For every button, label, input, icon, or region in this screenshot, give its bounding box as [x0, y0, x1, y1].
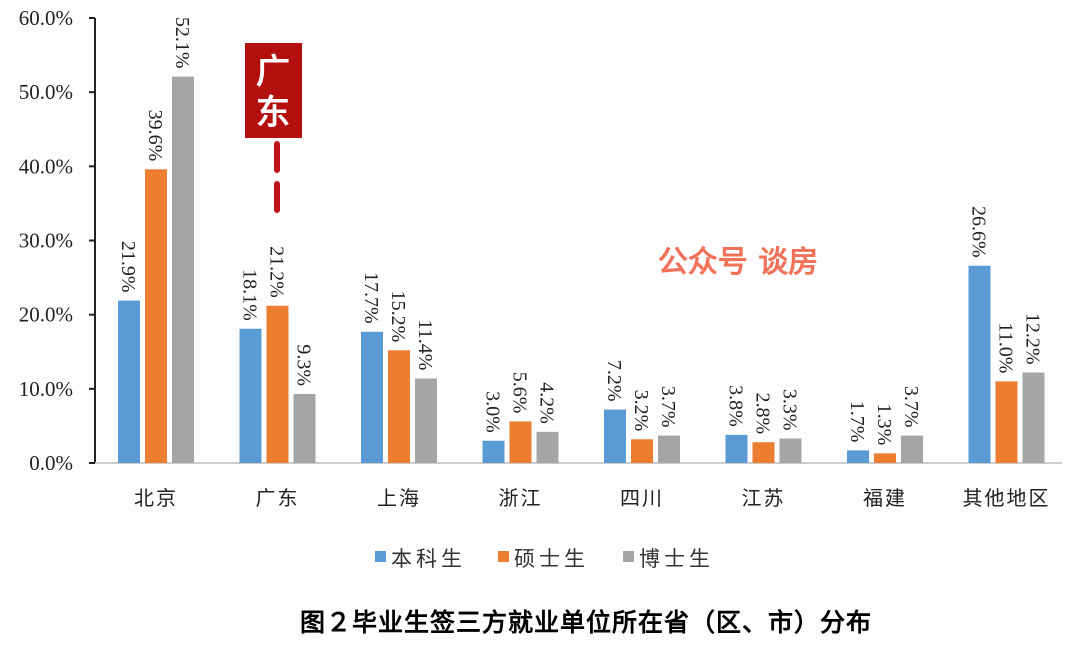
bar-本科生-其他地区 [968, 265, 991, 463]
y-tick-label: 20.0% [19, 303, 73, 327]
bar-博士生-四川 [658, 435, 680, 463]
bar-本科生-福建 [847, 450, 869, 463]
bar-硕士生-福建 [874, 453, 896, 463]
y-tick-label: 50.0% [19, 80, 73, 104]
y-tick-label: 0.0% [29, 451, 73, 475]
y-axis: 0.0% 10.0% 20.0% 30.0% 40.0% 50.0% 60.0% [19, 6, 1062, 475]
bar-硕士生-四川 [631, 439, 653, 463]
bar-本科生-北京 [118, 300, 140, 463]
data-label: 3.0% [482, 391, 504, 433]
data-label: 3.3% [779, 389, 801, 431]
category-label: 广东 [256, 486, 300, 510]
data-label: 7.2% [603, 360, 625, 402]
data-label: 18.1% [239, 269, 261, 321]
data-label: 17.7% [360, 272, 382, 324]
data-label: 21.9% [117, 241, 139, 293]
y-tick-label: 30.0% [19, 229, 73, 253]
data-label: 26.6% [968, 206, 990, 258]
data-label: 3.7% [657, 386, 679, 428]
data-label: 9.3% [293, 344, 315, 386]
watermark: 公众号 谈房 [658, 245, 818, 280]
annotation-label-2: 东 [256, 93, 290, 133]
data-label: 11.0% [995, 322, 1017, 373]
legend-swatch [498, 551, 509, 562]
data-label: 1.3% [873, 404, 895, 446]
bar-硕士生-广东 [266, 305, 289, 463]
data-label: 3.8% [725, 385, 747, 427]
annotation-box [245, 43, 302, 138]
bar-博士生-江苏 [779, 438, 802, 463]
legend-swatch [375, 551, 386, 562]
category-label: 四川 [620, 486, 664, 510]
annotation-label-1: 广 [256, 52, 290, 92]
y-tick-label: 40.0% [19, 154, 73, 178]
bar-硕士生-上海 [388, 350, 410, 463]
legend-label: 本科生 [391, 547, 466, 571]
category-label: 北京 [134, 486, 178, 510]
data-label: 2.8% [752, 393, 774, 435]
bar-本科生-四川 [604, 409, 626, 463]
data-label: 21.2% [266, 246, 288, 298]
bar-博士生-浙江 [536, 431, 559, 463]
bar-博士生-福建 [901, 435, 923, 463]
bar-硕士生-浙江 [509, 421, 532, 463]
chart-title: 图２毕业生签三方就业单位所在省（区、市）分布 [300, 608, 872, 637]
data-label: 12.2% [1022, 313, 1044, 365]
bar-博士生-广东 [293, 394, 316, 463]
data-label: 52.1% [171, 17, 193, 69]
bar-博士生-北京 [172, 76, 194, 463]
y-tick-label: 10.0% [19, 377, 73, 401]
bar-博士生-上海 [415, 378, 437, 463]
legend-label: 硕士生 [514, 547, 589, 571]
category-label: 上海 [377, 486, 421, 510]
bar-本科生-上海 [361, 331, 383, 463]
legend: 本科生 硕士生 博士生 [375, 547, 714, 571]
bar-本科生-江苏 [725, 434, 748, 463]
data-label: 3.2% [630, 390, 652, 432]
category-label: 福建 [863, 486, 907, 510]
y-tick-label: 60.0% [19, 6, 73, 30]
data-label: 1.7% [846, 401, 868, 443]
bars: 21.9%39.6%52.1%18.1% 21.2%9.3%17.7% 15.2%1… [117, 17, 1045, 464]
bar-硕士生-江苏 [752, 442, 775, 463]
category-label: 浙江 [499, 486, 543, 510]
data-label: 3.7% [900, 386, 922, 428]
data-label: 5.6% [509, 372, 531, 414]
legend-label: 博士生 [639, 547, 714, 571]
data-label: 11.4% [414, 320, 436, 371]
bar-本科生-广东 [239, 328, 262, 463]
bar-硕士生-其他地区 [995, 381, 1018, 463]
bar-硕士生-北京 [145, 169, 167, 464]
data-label: 15.2% [387, 291, 409, 343]
data-label: 4.2% [536, 382, 558, 424]
bar-博士生-其他地区 [1022, 372, 1045, 463]
category-label: 江苏 [742, 486, 786, 510]
data-label: 39.6% [144, 110, 166, 162]
bar-本科生-浙江 [482, 440, 505, 463]
legend-swatch [623, 551, 634, 562]
category-label: 其他地区 [963, 486, 1051, 510]
x-axis-labels: 北京 广东 上海 浙江 四川 江苏 福建 其他地区 [134, 486, 1051, 510]
guangdong-annotation: 广 东 [245, 43, 302, 214]
